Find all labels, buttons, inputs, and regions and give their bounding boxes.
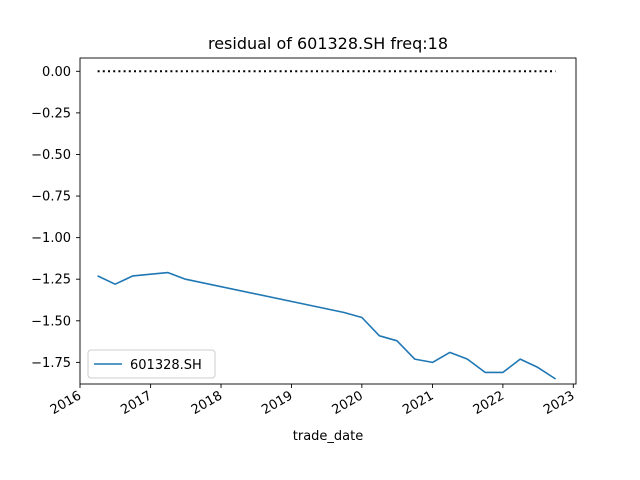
chart-title: residual of 601328.SH freq:18 [208, 34, 448, 53]
y-tick-label: −0.75 [31, 190, 71, 205]
y-tick-label: −1.50 [31, 314, 71, 329]
series-line-0 [97, 271, 557, 380]
y-tick-label: −1.75 [31, 356, 71, 371]
x-axis-label: trade_date [293, 429, 363, 444]
plot-frame [79, 57, 577, 385]
plot-area [79, 57, 577, 385]
y-tick-label: 0.00 [42, 65, 71, 80]
legend: 601328.SH [87, 349, 216, 379]
legend-label: 601328.SH [130, 358, 202, 373]
legend-box [87, 349, 216, 379]
y-tick-label: −0.25 [31, 106, 71, 121]
y-tick-label: −1.25 [31, 273, 71, 288]
y-axis: 0.00 −0.25 −0.50 −0.75 −1.00 −1.25 −1.50 −1.75 [31, 65, 80, 371]
y-tick-label: −0.50 [31, 148, 71, 163]
y-tick-label: −1.00 [31, 231, 71, 246]
